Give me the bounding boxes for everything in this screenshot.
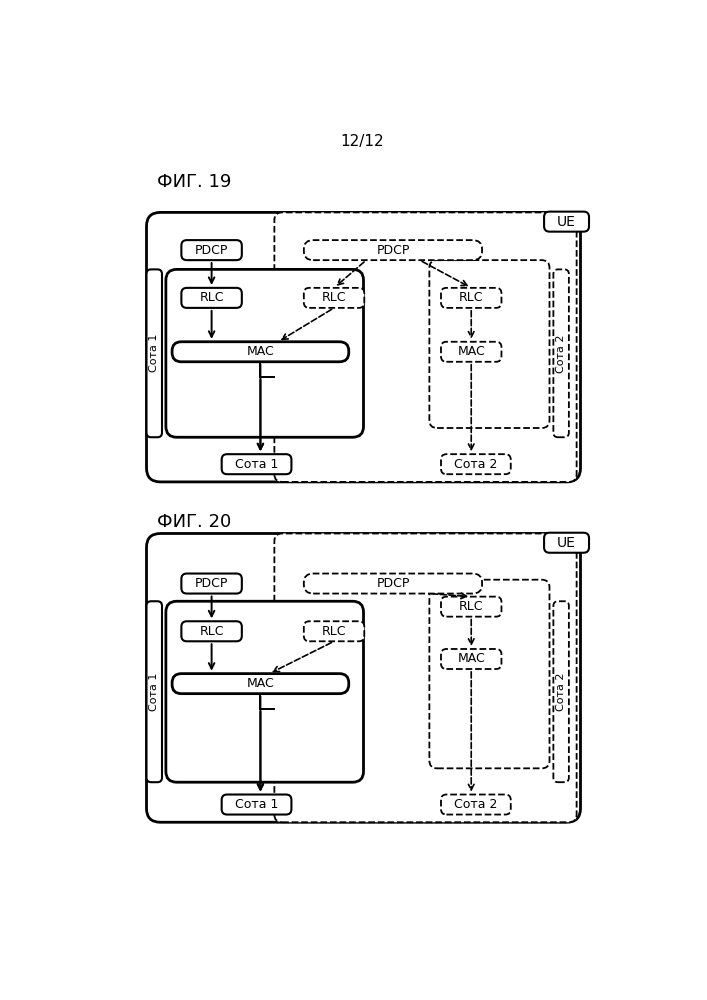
FancyBboxPatch shape xyxy=(274,533,577,822)
Text: UE: UE xyxy=(557,536,576,550)
Text: Сота 2: Сота 2 xyxy=(556,334,566,373)
Text: ФИГ. 19: ФИГ. 19 xyxy=(156,173,231,191)
Text: 12/12: 12/12 xyxy=(340,134,384,149)
Text: Сота 2: Сота 2 xyxy=(556,672,566,711)
Text: PDCP: PDCP xyxy=(376,244,409,257)
Text: UE: UE xyxy=(557,215,576,229)
Text: Сота 2: Сота 2 xyxy=(454,798,498,811)
FancyBboxPatch shape xyxy=(441,288,501,308)
FancyBboxPatch shape xyxy=(441,795,510,815)
Text: RLC: RLC xyxy=(459,600,484,613)
Text: Сота 1: Сота 1 xyxy=(149,334,159,372)
FancyBboxPatch shape xyxy=(146,533,580,822)
Text: RLC: RLC xyxy=(459,291,484,304)
FancyBboxPatch shape xyxy=(304,288,364,308)
Text: RLC: RLC xyxy=(199,291,224,304)
Text: Сота 1: Сота 1 xyxy=(235,458,279,471)
Text: MAC: MAC xyxy=(247,345,274,358)
Text: MAC: MAC xyxy=(247,677,274,690)
Text: RLC: RLC xyxy=(322,625,346,638)
FancyBboxPatch shape xyxy=(146,212,580,482)
FancyBboxPatch shape xyxy=(441,649,501,669)
Text: ФИГ. 20: ФИГ. 20 xyxy=(156,513,230,531)
FancyBboxPatch shape xyxy=(182,288,242,308)
Text: Сота 1: Сота 1 xyxy=(149,673,159,711)
Text: PDCP: PDCP xyxy=(195,244,228,257)
FancyBboxPatch shape xyxy=(222,795,291,815)
Text: MAC: MAC xyxy=(457,345,485,358)
Text: Сота 2: Сота 2 xyxy=(454,458,498,471)
FancyBboxPatch shape xyxy=(146,601,162,782)
Text: PDCP: PDCP xyxy=(376,577,409,590)
Text: PDCP: PDCP xyxy=(195,577,228,590)
Text: RLC: RLC xyxy=(199,625,224,638)
FancyBboxPatch shape xyxy=(172,674,349,694)
FancyBboxPatch shape xyxy=(182,240,242,260)
FancyBboxPatch shape xyxy=(429,580,549,768)
FancyBboxPatch shape xyxy=(274,212,577,482)
FancyBboxPatch shape xyxy=(304,621,364,641)
FancyBboxPatch shape xyxy=(146,269,162,437)
FancyBboxPatch shape xyxy=(172,342,349,362)
FancyBboxPatch shape xyxy=(304,574,482,594)
FancyBboxPatch shape xyxy=(222,454,291,474)
Text: Сота 1: Сота 1 xyxy=(235,798,279,811)
FancyBboxPatch shape xyxy=(441,454,510,474)
Text: MAC: MAC xyxy=(457,652,485,666)
FancyBboxPatch shape xyxy=(304,240,482,260)
FancyBboxPatch shape xyxy=(441,342,501,362)
FancyBboxPatch shape xyxy=(544,212,589,232)
FancyBboxPatch shape xyxy=(441,597,501,617)
FancyBboxPatch shape xyxy=(166,269,363,437)
FancyBboxPatch shape xyxy=(544,533,589,553)
FancyBboxPatch shape xyxy=(182,621,242,641)
FancyBboxPatch shape xyxy=(182,574,242,594)
FancyBboxPatch shape xyxy=(554,601,569,782)
FancyBboxPatch shape xyxy=(554,269,569,437)
Text: RLC: RLC xyxy=(322,291,346,304)
FancyBboxPatch shape xyxy=(166,601,363,782)
FancyBboxPatch shape xyxy=(429,260,549,428)
